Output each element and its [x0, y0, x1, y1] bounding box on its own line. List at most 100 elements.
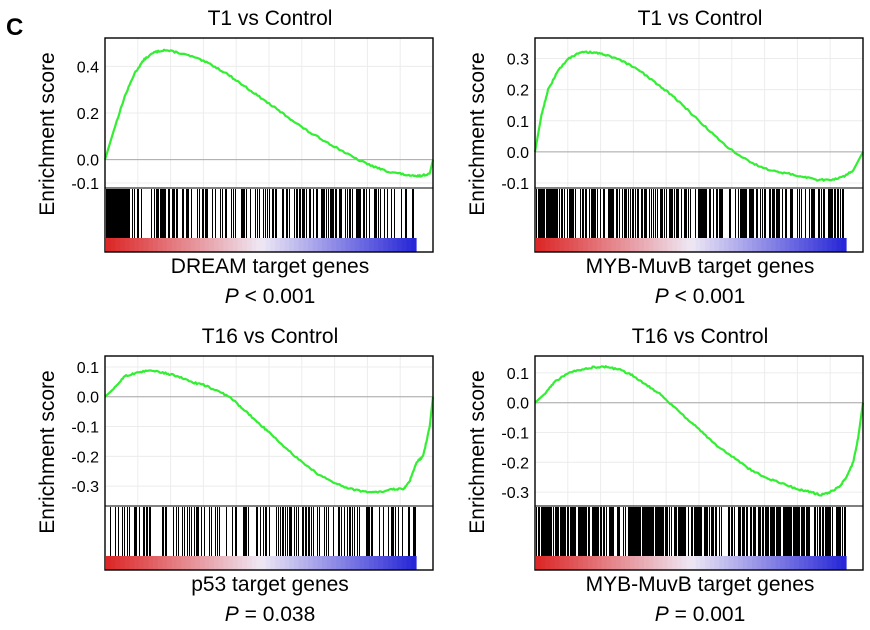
hit-bar [674, 507, 675, 556]
hit-bar [797, 507, 798, 556]
hit-bar [823, 189, 824, 238]
heatmap-cell [644, 238, 650, 252]
hit-bar [821, 189, 822, 238]
heatmap-cell [124, 238, 131, 252]
hit-bar [415, 507, 416, 556]
hit-bar [586, 507, 587, 556]
hit-bar [562, 189, 563, 238]
hit-bar [832, 507, 833, 556]
heatmap-cell [279, 238, 286, 252]
hit-bar [244, 507, 245, 556]
heatmap-cell [256, 238, 262, 252]
hit-bar [289, 189, 290, 238]
hit-bar [638, 189, 639, 238]
hit-bar [667, 507, 668, 556]
hit-bar [113, 189, 114, 238]
hit-bar [806, 507, 807, 556]
heatmap-cell [789, 238, 795, 252]
heatmap-cell [545, 556, 551, 570]
hit-bar [648, 507, 649, 556]
heatmap-cell [752, 556, 758, 570]
hit-bar [162, 189, 163, 238]
heatmap-cell [261, 556, 267, 570]
hit-bar [802, 507, 803, 556]
hit-bar [294, 189, 295, 238]
plot-frame [534, 37, 864, 253]
hit-bar [541, 189, 542, 238]
heatmap-cell [209, 238, 215, 252]
hit-bar [557, 189, 558, 238]
hit-bar [612, 189, 613, 238]
hit-bar [183, 189, 184, 238]
heatmap-cell [364, 556, 370, 570]
heatmap-cell [261, 238, 267, 252]
heatmap-cell [106, 238, 112, 252]
hit-bar [313, 189, 314, 238]
hit-bar [815, 507, 816, 556]
hit-bar [772, 507, 773, 556]
hit-bar [139, 507, 140, 556]
p-value: P = 0.038 [105, 603, 435, 627]
hit-bar [186, 189, 187, 238]
heatmap-cell [597, 238, 603, 252]
hit-bar [758, 507, 759, 556]
hit-bar [177, 189, 178, 238]
hit-bar [244, 189, 245, 238]
hit-bar [367, 507, 368, 556]
hit-bar [376, 189, 377, 238]
heatmap-cell [733, 238, 739, 252]
ranking-heatmap [536, 238, 847, 252]
heatmap-cell [167, 238, 173, 252]
hit-bar [560, 507, 561, 556]
heatmap-cell [350, 556, 356, 570]
hit-bar [319, 507, 320, 556]
hit-bar [158, 189, 159, 238]
heatmap-cell [817, 556, 824, 570]
heatmap-cell [190, 238, 196, 252]
heatmap-cell [397, 556, 403, 570]
heatmap-cell [559, 556, 565, 570]
hit-bar [595, 189, 596, 238]
hit-bar [699, 507, 700, 556]
hit-bar [306, 189, 307, 238]
hit-bar [122, 507, 123, 556]
heatmap-cell [644, 556, 650, 570]
hit-bar [695, 507, 696, 556]
hit-bar [600, 189, 601, 238]
hit-bar [606, 507, 607, 556]
y-tick-label: -0.3 [71, 479, 99, 496]
hit-bar [645, 507, 646, 556]
hit-bar [556, 189, 557, 238]
hit-bar [267, 189, 268, 238]
hit-bar [601, 507, 602, 556]
hit-bar [625, 189, 626, 238]
heatmap-cell [303, 556, 309, 570]
hit-bar [766, 507, 767, 556]
hit-bar [283, 507, 284, 556]
hit-bar [704, 507, 705, 556]
hit-bar [575, 507, 576, 556]
heatmap-cell [251, 556, 257, 570]
heatmap-cell [550, 238, 556, 252]
hit-bar [701, 507, 702, 556]
hit-bar [398, 507, 399, 556]
heatmap-cell [392, 556, 398, 570]
p-value: P < 0.001 [535, 285, 865, 309]
hit-bar [709, 189, 710, 238]
heatmap-cell [592, 556, 598, 570]
hit-bar [369, 507, 370, 556]
hit-bar [117, 189, 118, 238]
heatmap-cell [597, 556, 603, 570]
heatmap-cell [265, 238, 271, 252]
hit-bar [771, 507, 772, 556]
hit-barcode [110, 507, 416, 556]
hit-bar [680, 507, 681, 556]
heatmap-cell [199, 556, 206, 570]
hit-bar [305, 507, 306, 556]
gsea-plot-3: T16 vs Control Enrichment score 0.1 0.0 -0… [0, 318, 435, 630]
hit-bar [126, 189, 127, 238]
hit-bar [174, 189, 175, 238]
heatmap-cell [536, 238, 542, 252]
hit-bar [550, 189, 551, 238]
hit-bar [730, 189, 731, 238]
